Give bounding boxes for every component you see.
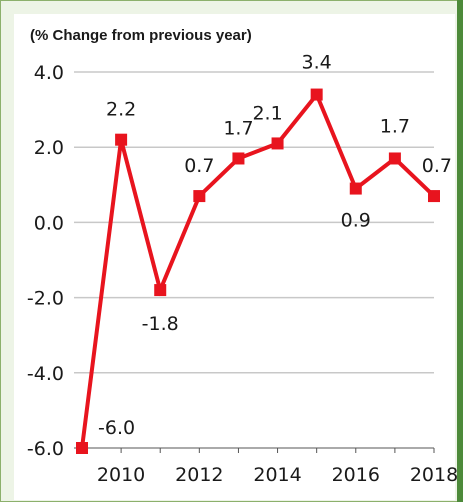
x-axis-tick-marks xyxy=(81,448,435,453)
data-point xyxy=(232,152,245,165)
y-tick-label: 2.0 xyxy=(34,137,64,159)
y-tick-label: 0.0 xyxy=(34,212,64,234)
y-tick-label: -4.0 xyxy=(27,363,64,385)
data-label: 2.2 xyxy=(106,99,136,121)
data-point xyxy=(76,442,88,454)
y-axis-tick-labels: 4.0 2.0 0.0 -2.0 -4.0 -6.0 xyxy=(27,62,64,460)
x-tick-label: 2016 xyxy=(332,464,380,486)
x-tick-label: 2014 xyxy=(253,464,301,486)
data-label: 1.7 xyxy=(380,115,410,137)
x-tick-label: 2010 xyxy=(97,464,145,486)
series-line xyxy=(80,90,436,449)
data-point xyxy=(388,152,401,165)
data-label: 3.4 xyxy=(302,52,332,74)
data-label: -1.8 xyxy=(142,313,179,335)
data-labels: -6.02.2-1.80.71.72.13.40.91.70.7 xyxy=(98,52,452,439)
panel-accent-bar xyxy=(457,0,463,502)
data-markers xyxy=(76,88,440,454)
data-label: 0.7 xyxy=(422,155,452,177)
x-tick-label: 2012 xyxy=(175,464,223,486)
data-point xyxy=(428,190,440,203)
data-point xyxy=(271,137,284,150)
data-label: 2.1 xyxy=(252,102,282,124)
data-point xyxy=(349,182,362,195)
y-tick-label: 4.0 xyxy=(34,62,64,84)
y-tick-label: -2.0 xyxy=(27,288,64,310)
data-point xyxy=(154,284,167,297)
data-point xyxy=(193,190,206,203)
data-label: 0.9 xyxy=(341,210,371,232)
data-point xyxy=(310,88,323,101)
data-label: 1.7 xyxy=(223,117,253,139)
data-label: -6.0 xyxy=(98,417,135,439)
chart-subtitle: (% Change from previous year) xyxy=(30,27,252,44)
data-label: 0.7 xyxy=(184,155,214,177)
data-point xyxy=(115,133,128,146)
gridlines xyxy=(74,71,434,374)
x-axis-tick-labels: 2010 2012 2014 2016 2018 xyxy=(97,464,458,486)
y-tick-label: -6.0 xyxy=(27,438,64,460)
x-tick-label: 2018 xyxy=(410,464,458,486)
